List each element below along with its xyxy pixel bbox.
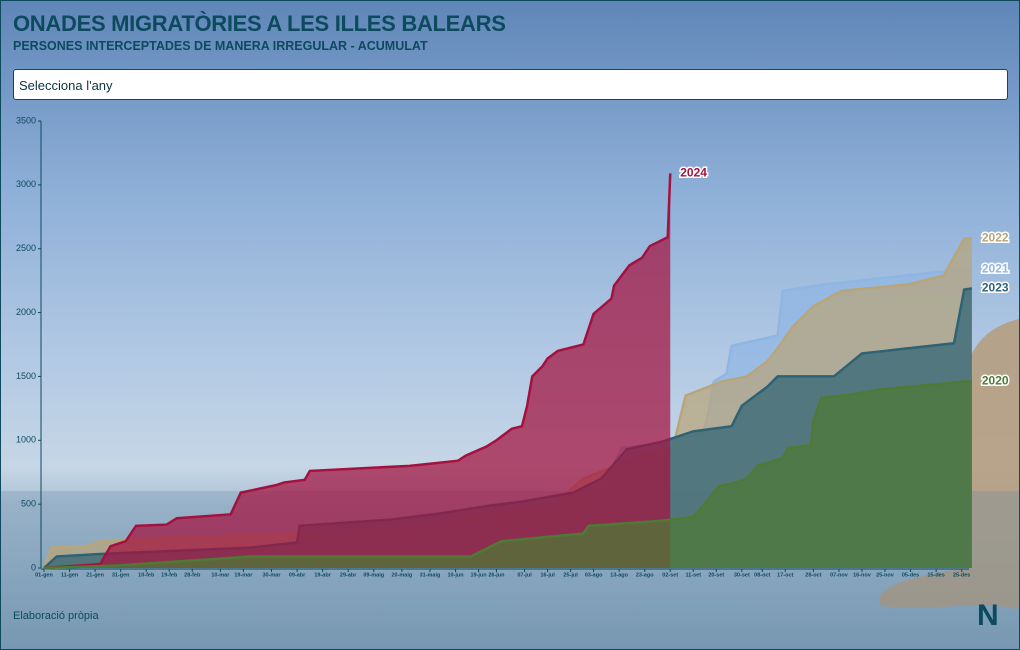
x-tick-label: 17-oct (777, 572, 793, 578)
x-tick-label: 20-set (708, 572, 724, 578)
x-tick-label: 19-feb (161, 572, 178, 578)
y-tick-label: 1500 (16, 371, 36, 381)
x-tick-label: 19-mar (234, 572, 253, 578)
logo: N (977, 599, 999, 632)
x-tick-label: 21-gen (86, 572, 104, 578)
x-tick-label: 25-nov (876, 572, 895, 578)
x-tick-label: 11-set (685, 572, 701, 578)
x-tick-label: 03-ago (585, 572, 603, 578)
x-tick-label: 30-set (734, 572, 750, 578)
subtitle: PERSONES INTERCEPTADES DE MANERA IRREGUL… (13, 39, 428, 53)
x-tick-label: 31-maig (420, 572, 441, 578)
x-tick-label: 10-feb (138, 572, 155, 578)
y-tick-label: 3000 (16, 179, 36, 189)
year-select[interactable]: Selecciona l'any (13, 69, 1008, 100)
y-tick-label: 500 (21, 499, 36, 509)
cliff (879, 319, 1019, 609)
x-tick-label: 11-gen (61, 572, 79, 578)
series-label: 2022 (982, 231, 1009, 245)
x-tick-label: 10-jun (447, 572, 464, 578)
series-label: 2020 (982, 374, 1009, 388)
x-tick-label: 28-oct (805, 572, 821, 578)
x-tick-label: 05-des (902, 572, 919, 578)
x-tick-label: 01-gen (35, 572, 53, 578)
y-tick-label: 2500 (16, 243, 36, 253)
y-tick-label: 1000 (16, 435, 36, 445)
x-tick-label: 30-mar (262, 572, 281, 578)
area (44, 381, 972, 568)
x-tick-label: 19-abr (314, 572, 331, 578)
x-tick-label: 09-abr (289, 572, 306, 578)
series-label: 2021 (982, 261, 1009, 275)
x-tick-label: 31-gen (112, 572, 130, 578)
x-tick-label: 29-abr (340, 572, 357, 578)
x-tick-label: 26-jun (488, 572, 505, 578)
x-tick-label: 10-mar (211, 572, 230, 578)
line (43, 173, 672, 570)
x-tick-label: 07-jul (517, 572, 532, 578)
title: ONADES MIGRATÒRIES A LES ILLES BALEARS (13, 11, 506, 36)
x-tick-label: 13-ago (610, 572, 628, 578)
x-tick-label: 02-set (662, 572, 678, 578)
x-tick-label: 15-des (927, 572, 944, 578)
x-tick-label: 28-feb (184, 572, 201, 578)
x-tick-label: 16-nov (853, 572, 872, 578)
series-label: 2024 (680, 166, 707, 180)
y-tick-label: 3500 (16, 115, 36, 125)
x-tick-label: 25-jul (563, 572, 578, 578)
x-tick-label: 25-des (953, 572, 970, 578)
x-tick-label: 23-ago (636, 572, 654, 578)
x-tick-label: 08-oct (754, 572, 770, 578)
y-tick-label: 2000 (16, 307, 36, 317)
x-tick-label: 16-jul (540, 572, 555, 578)
x-tick-label: 20-maig (391, 572, 412, 578)
x-tick-label: 19-jun (470, 572, 487, 578)
series-label: 2023 (982, 280, 1009, 294)
line (43, 380, 972, 570)
x-tick-label: 07-nov (830, 572, 849, 578)
x-tick-label: 09-maig (363, 572, 384, 578)
source: Elaboració pròpia (13, 610, 99, 622)
y-tick-label: 0 (31, 562, 36, 572)
area (44, 173, 671, 568)
